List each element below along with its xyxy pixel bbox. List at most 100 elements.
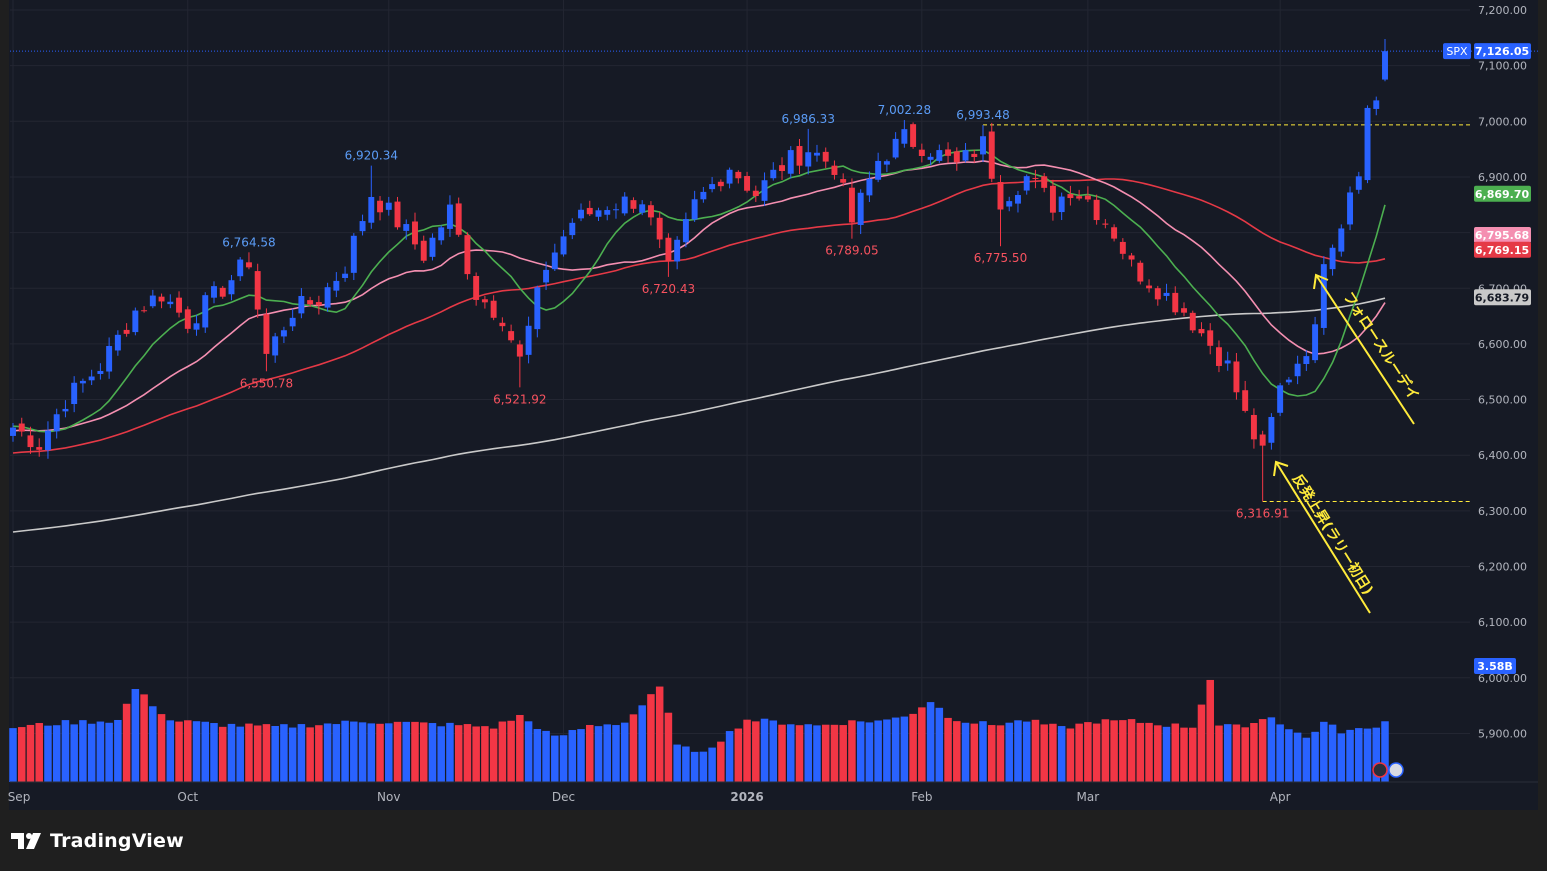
candle-body bbox=[901, 129, 908, 144]
candle-body bbox=[420, 240, 427, 261]
candle-body bbox=[481, 299, 488, 303]
candle-body bbox=[700, 191, 707, 200]
time-axis[interactable]: Sep Oct Nov Dec 2026 Feb Mar Apr bbox=[8, 762, 1538, 804]
volume-bar bbox=[114, 719, 122, 782]
candle-body bbox=[1268, 416, 1275, 443]
ma-10-line bbox=[12, 149, 1386, 433]
high-label: 7,002.28 bbox=[878, 103, 931, 117]
volume-bar bbox=[35, 723, 43, 782]
candle-body bbox=[647, 205, 654, 218]
time-tick-label: Nov bbox=[377, 790, 400, 804]
price-axis[interactable]: 7,200.007,100.007,000.006,900.006,800.00… bbox=[1443, 4, 1531, 740]
candle-body bbox=[211, 286, 217, 298]
candle-body bbox=[1049, 185, 1056, 213]
volume-bar bbox=[935, 707, 944, 782]
volume-bar bbox=[419, 722, 428, 782]
volume-bar bbox=[393, 721, 402, 782]
candle-body bbox=[1146, 285, 1153, 289]
volume-bar bbox=[192, 721, 201, 782]
candle-body bbox=[1076, 196, 1083, 199]
candle-body bbox=[97, 370, 104, 374]
volume-bar bbox=[44, 725, 52, 782]
price-tick-label: 6,000.00 bbox=[1478, 672, 1527, 685]
candle-body bbox=[910, 124, 917, 147]
volume-bar bbox=[638, 705, 646, 782]
candle-body bbox=[840, 179, 847, 183]
last-price-label: 7,126.05 bbox=[1475, 45, 1529, 58]
candle-body bbox=[796, 146, 803, 166]
volume-bar bbox=[140, 694, 148, 782]
candle-body bbox=[516, 344, 523, 357]
volume-bar bbox=[105, 722, 113, 782]
tradingview-logo[interactable]: TradingView bbox=[10, 826, 184, 856]
candle-body bbox=[193, 323, 200, 330]
candle-body bbox=[1373, 100, 1380, 109]
volume-bar bbox=[1311, 731, 1319, 782]
price-labels: 6,764.58 6,920.34 6,986.33 7,002.28 6,993.48… bbox=[222, 103, 1289, 520]
volume-bar bbox=[961, 722, 970, 782]
plot-background bbox=[9, 0, 1538, 810]
candle-body bbox=[883, 161, 890, 165]
volume-bar bbox=[821, 724, 830, 782]
volume-bar bbox=[323, 723, 332, 782]
volume-bars bbox=[9, 679, 1389, 782]
candle-body bbox=[779, 165, 785, 172]
candle-body bbox=[315, 302, 322, 306]
candle-body bbox=[525, 325, 532, 355]
candle-body bbox=[62, 408, 69, 412]
volume-bar bbox=[157, 714, 166, 782]
volume-bar bbox=[996, 725, 1005, 782]
arrow-head bbox=[1313, 273, 1329, 290]
volume-bar bbox=[699, 751, 708, 782]
volume-bar bbox=[306, 727, 314, 782]
candle-body bbox=[1312, 324, 1319, 361]
candle-body bbox=[1102, 223, 1109, 225]
ma-21-line bbox=[12, 160, 1386, 432]
candle-body bbox=[455, 203, 462, 235]
volume-bar bbox=[210, 723, 218, 782]
ma-value-badge bbox=[1474, 227, 1531, 244]
volume-bar bbox=[1049, 723, 1057, 782]
volume-bar bbox=[524, 721, 533, 782]
volume-bar bbox=[1040, 724, 1048, 782]
candle-body bbox=[219, 287, 226, 297]
candle-body bbox=[403, 224, 410, 231]
candle-body bbox=[88, 376, 95, 381]
volume-bar bbox=[17, 727, 26, 782]
volume-bar bbox=[804, 724, 812, 782]
candle-body bbox=[848, 187, 855, 223]
candle-body bbox=[1250, 414, 1257, 440]
candle-body bbox=[971, 153, 978, 157]
volume-bar bbox=[865, 722, 874, 782]
volume-bar bbox=[620, 722, 629, 782]
candle-body bbox=[245, 262, 252, 268]
volume-bar bbox=[26, 724, 35, 782]
candle-body bbox=[27, 435, 34, 448]
candle-body bbox=[997, 182, 1004, 210]
volume-bar bbox=[848, 720, 856, 782]
moving-averages bbox=[12, 149, 1386, 533]
volume-bar bbox=[1381, 721, 1389, 782]
price-tick-label: 6,500.00 bbox=[1478, 394, 1527, 407]
candle-body bbox=[560, 236, 567, 255]
candle-body bbox=[1382, 51, 1388, 80]
volume-bar bbox=[813, 725, 821, 782]
volume-bar bbox=[516, 714, 524, 782]
volume-bar bbox=[253, 725, 262, 782]
time-tick-label: Dec bbox=[552, 790, 575, 804]
ma-value-label: 6,795.68 bbox=[1475, 229, 1529, 242]
volume-bar bbox=[428, 723, 437, 782]
candle-body bbox=[604, 210, 611, 215]
candle-body bbox=[254, 271, 261, 310]
volume-bar bbox=[1197, 704, 1206, 782]
candle-body bbox=[1285, 379, 1292, 383]
volume-bar bbox=[1285, 729, 1293, 782]
volume-bar bbox=[315, 725, 323, 782]
candle-body bbox=[1294, 363, 1301, 377]
candle-body bbox=[289, 317, 296, 327]
candle-body bbox=[1154, 288, 1161, 300]
candle-body bbox=[298, 295, 305, 314]
volume-bar bbox=[175, 721, 183, 782]
candle-body bbox=[263, 314, 270, 354]
